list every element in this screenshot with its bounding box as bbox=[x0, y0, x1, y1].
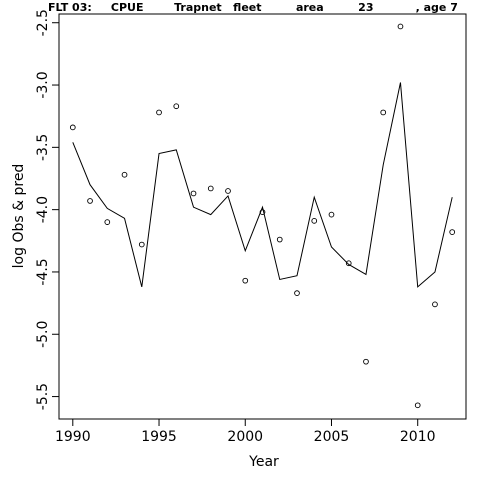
observed-point bbox=[449, 229, 456, 235]
observed-point bbox=[207, 185, 214, 192]
observed-point bbox=[87, 198, 93, 204]
observed-point bbox=[259, 209, 266, 215]
y-tick-label: -2.5 bbox=[35, 9, 51, 36]
x-axis-title: Year bbox=[248, 454, 279, 470]
observed-point bbox=[121, 171, 128, 178]
y-tick-label: -4.5 bbox=[35, 258, 51, 285]
x-tick-label: 1990 bbox=[55, 429, 91, 445]
observed-point bbox=[190, 190, 197, 197]
observed-point bbox=[311, 218, 318, 224]
observed-point bbox=[414, 402, 421, 409]
y-tick-label: -5.0 bbox=[35, 321, 51, 348]
observed-point bbox=[242, 277, 249, 284]
x-tick-label: 1995 bbox=[141, 429, 177, 445]
y-tick-label: -5.5 bbox=[35, 383, 51, 410]
fitted-line bbox=[72, 82, 453, 288]
y-tick-label: -3.0 bbox=[35, 71, 51, 98]
observed-point bbox=[173, 103, 180, 110]
observed-point bbox=[380, 109, 387, 116]
observed-point bbox=[363, 358, 369, 365]
observed-point bbox=[69, 124, 76, 131]
observed-point bbox=[397, 23, 404, 30]
observed-point bbox=[345, 260, 352, 267]
observed-point bbox=[294, 290, 300, 296]
x-axis: 1990 1995 2000 2005 2010 bbox=[55, 418, 436, 445]
observed-point bbox=[328, 211, 335, 218]
y-tick-label: -3.5 bbox=[35, 134, 51, 161]
plot-frame bbox=[58, 13, 467, 420]
y-axis: -2.5 -3.0 -3.5 -4.0 -4.5 -5.0 -5.5 bbox=[35, 9, 60, 410]
chart-title: FLT 03: CPUE Trapnet fleet area 23 , age… bbox=[48, 1, 458, 14]
x-tick-label: 2010 bbox=[400, 429, 436, 445]
observed-point bbox=[276, 236, 283, 243]
observed-points-series bbox=[69, 23, 456, 409]
x-tick-label: 2000 bbox=[227, 429, 263, 445]
y-tick-label: -4.0 bbox=[35, 196, 51, 223]
observed-point bbox=[104, 219, 111, 225]
x-tick-label: 2005 bbox=[314, 429, 350, 445]
fitted-line-series bbox=[72, 82, 453, 288]
y-axis-title: log Obs & pred bbox=[11, 164, 27, 269]
observed-point bbox=[432, 301, 438, 308]
observed-point bbox=[225, 188, 231, 194]
observed-point bbox=[138, 241, 145, 248]
observed-point bbox=[156, 109, 162, 116]
